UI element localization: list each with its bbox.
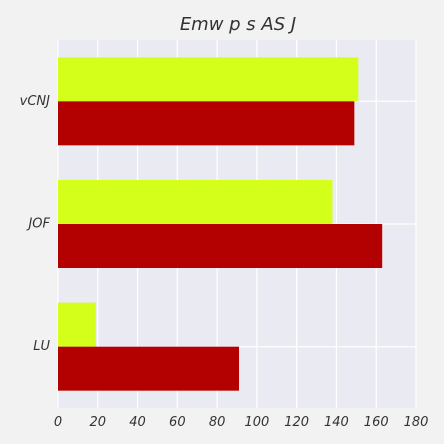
y-tick-label: JOF xyxy=(25,217,50,232)
x-tick-label: 40 xyxy=(129,415,146,430)
bar-series-1-vcnj xyxy=(58,57,359,102)
x-tick-label: 160 xyxy=(364,415,389,430)
bar-series-2-jof xyxy=(58,224,383,268)
x-tick-label: 60 xyxy=(169,415,186,430)
x-tick-label: 180 xyxy=(404,415,429,430)
x-tick-label: 120 xyxy=(284,415,309,430)
x-tick-label: 140 xyxy=(324,415,349,430)
x-tick-label: 0 xyxy=(54,415,62,430)
bar-series-2-vcnj xyxy=(58,101,355,146)
bars xyxy=(58,57,383,391)
bar-series-1-lu xyxy=(58,302,96,347)
x-tick-labels: 0 20 40 60 80 100 120 140 160 180 xyxy=(54,415,429,430)
bar-series-2-lu xyxy=(58,346,239,391)
x-tick-label: 80 xyxy=(209,415,226,430)
chart-title: Emw p s AS J xyxy=(180,14,296,35)
x-tick-label: 20 xyxy=(90,415,107,430)
y-tick-label: vCNJ xyxy=(20,94,50,109)
y-tick-labels: vCNJ JOF LU xyxy=(20,94,51,354)
x-tick-label: 100 xyxy=(244,415,269,430)
bar-series-1-jof xyxy=(58,180,333,224)
y-tick-label: LU xyxy=(33,339,50,354)
